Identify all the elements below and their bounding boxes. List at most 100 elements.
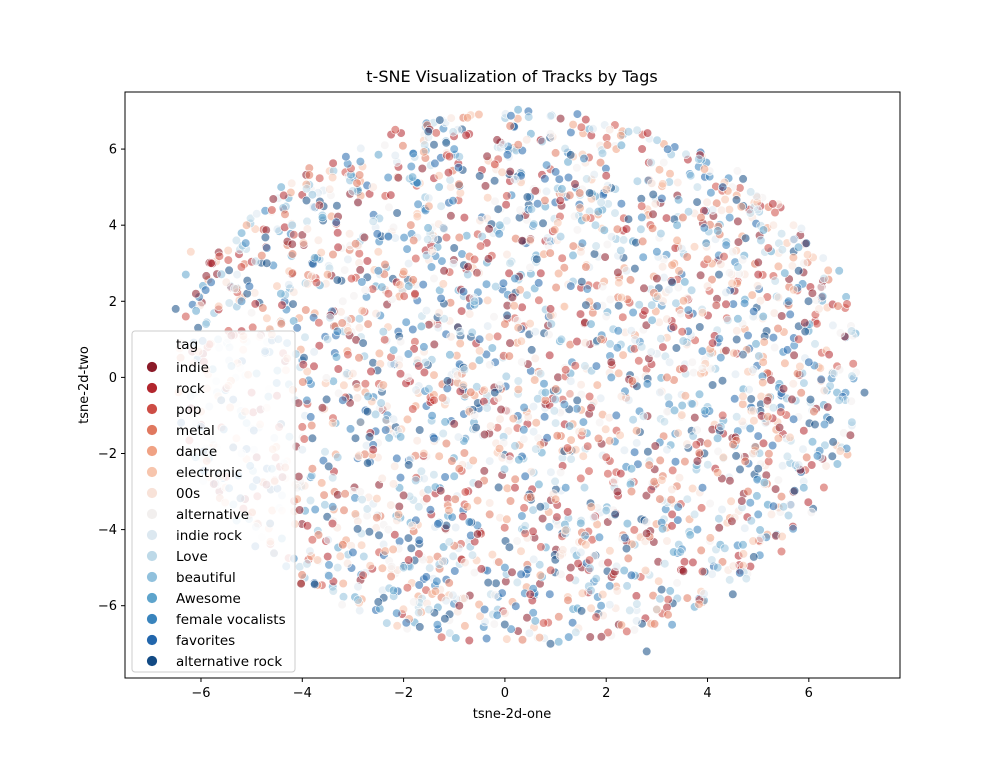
legend-entry-beautiful: beautiful [146, 570, 236, 586]
point-metal-18 [809, 407, 819, 417]
y-tick-label: −4 [98, 523, 117, 538]
point-female-vocalists-5 [419, 342, 429, 352]
point-indie-rock-11 [707, 205, 718, 215]
point-beautiful-9 [601, 506, 611, 516]
y-tick-label: 0 [109, 371, 117, 386]
point-female-vocalists-18 [262, 243, 272, 253]
point-indie-rock-2 [297, 445, 307, 455]
point-favorites-19 [550, 167, 561, 177]
point-alternative-16 [545, 129, 556, 139]
point-beautiful-13 [778, 502, 789, 512]
point-love-10 [637, 342, 647, 352]
point-awesome-12 [712, 433, 723, 443]
point-awesome-9 [586, 319, 596, 329]
point-alternative-rock-12 [707, 380, 718, 390]
point-rock-6 [459, 213, 470, 223]
point-rock-13 [753, 270, 763, 280]
legend-label: beautiful [176, 570, 236, 586]
legend-entry-pop: pop [146, 402, 201, 418]
point-female-vocalists-14 [449, 144, 459, 154]
y-axis-label: tsne-2d-two [77, 346, 92, 424]
point-pop-3 [343, 350, 353, 360]
legend-label: Love [176, 549, 208, 565]
point-rock-5 [414, 361, 424, 371]
legend-label: favorites [176, 633, 235, 649]
points-layer [171, 105, 870, 657]
legend-label: Awesome [176, 591, 241, 607]
point-love-6 [459, 365, 470, 375]
point-00s-19 [814, 304, 824, 314]
x-tick-label: −4 [293, 686, 312, 701]
point-indie-rock-15 [510, 174, 520, 185]
point-beautiful-12 [733, 262, 743, 272]
legend-marker [146, 403, 158, 415]
point-alternative-6 [469, 410, 480, 421]
point-00s-12 [702, 281, 713, 291]
point-favorites-0 [206, 277, 216, 287]
point-female-vocalists-8 [561, 483, 571, 493]
point-electronic-15 [434, 171, 444, 181]
legend-marker [146, 613, 158, 625]
point-female-vocalists-11 [692, 524, 703, 535]
legend-marker [146, 529, 158, 541]
point-pop-10 [637, 201, 647, 211]
point-beautiful-5 [424, 384, 434, 394]
point-beautiful-19 [399, 562, 409, 573]
point-electronic-3 [328, 418, 338, 428]
point-beautiful-11 [687, 399, 697, 409]
x-tick-label: 2 [602, 686, 610, 701]
point-awesome-18 [738, 540, 748, 550]
point-female-vocalists-19 [500, 562, 510, 573]
legend-label: metal [176, 423, 215, 439]
point-00s-4 [348, 369, 358, 379]
point-female-vocalists-15 [596, 601, 606, 611]
legend-entry-indie-rock: indie rock [146, 528, 242, 544]
legend-marker [146, 655, 158, 667]
point-alternative-rock-13 [753, 464, 763, 474]
point-rock-14 [799, 426, 809, 436]
point-alternative-3 [338, 296, 348, 306]
point-pop-13 [763, 243, 773, 253]
background-point-cloud [174, 105, 861, 647]
point-rock-8 [545, 304, 556, 314]
point-pop-17 [697, 566, 708, 577]
point-dance-13 [758, 357, 768, 367]
point-indie-rock-16 [631, 616, 642, 626]
y-tick-label: −2 [98, 447, 117, 462]
x-tick-label: 4 [703, 686, 711, 701]
point-female-vocalists-4 [373, 266, 383, 276]
point-favorites-8 [566, 281, 576, 291]
point-alternative-rock-9 [581, 300, 591, 310]
legend-box [131, 330, 296, 673]
point-dance-15 [535, 570, 546, 580]
point-metal-9 [626, 486, 637, 497]
point-favorites-15 [480, 604, 490, 615]
point-love-3 [323, 334, 333, 344]
legend-marker [146, 508, 158, 520]
point-metal-17 [682, 593, 692, 603]
point-love-8 [550, 418, 561, 428]
point-alternative-12 [728, 247, 738, 257]
point-rock-10 [621, 224, 632, 234]
point-female-vocalists-1 [236, 296, 247, 306]
x-ticks: −6 −4 −2 0 2 4 6 [191, 678, 813, 701]
legend-marker [146, 361, 158, 373]
point-alternative-11 [687, 357, 697, 367]
point-alternative-rock-15 [373, 597, 383, 607]
legend-label: dance [176, 444, 217, 460]
point-female-vocalists-13 [783, 296, 794, 306]
point-favorites-14 [348, 547, 358, 558]
legend-title: tag [176, 337, 198, 353]
point-favorites-9 [611, 410, 621, 421]
legend-entry-metal: metal [146, 423, 215, 439]
point-beautiful-6 [469, 296, 480, 306]
point-alternative-rock-2 [262, 258, 272, 268]
point-electronic-8 [571, 445, 581, 455]
point-alternative-5 [429, 273, 439, 284]
point-love-16 [692, 182, 703, 192]
point-awesome-4 [363, 391, 373, 402]
point-indie-0 [191, 289, 201, 299]
point-indie-rock-6 [485, 456, 495, 466]
point-00s-8 [530, 353, 540, 364]
